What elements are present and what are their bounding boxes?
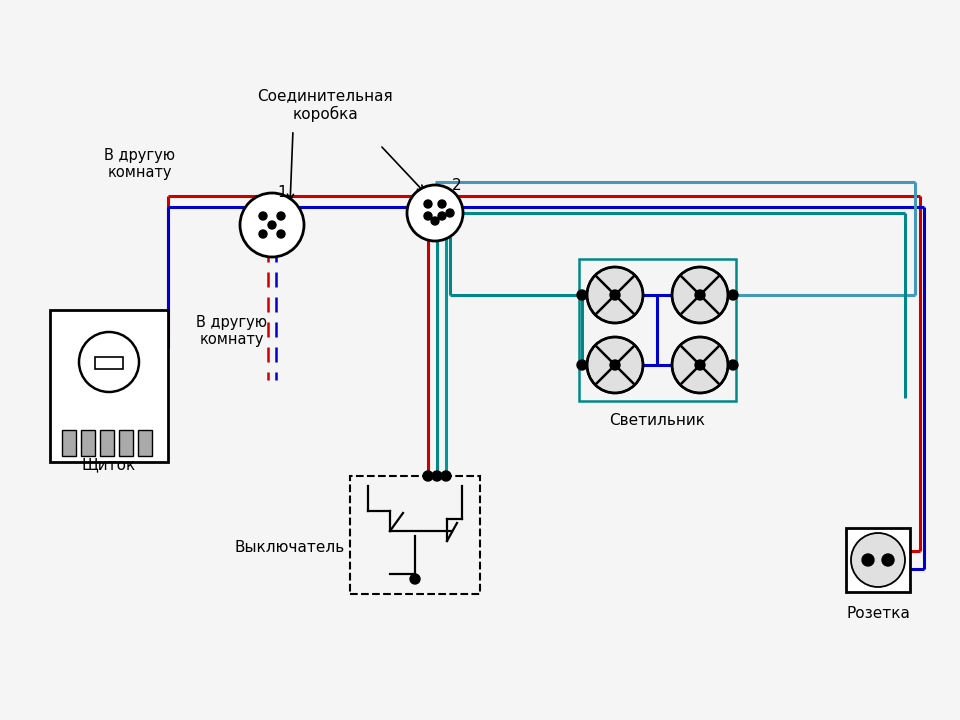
Circle shape	[432, 471, 442, 481]
Bar	[100, 430, 114, 456]
Bar	[95, 357, 123, 369]
Circle shape	[577, 290, 587, 300]
Circle shape	[438, 200, 446, 208]
Circle shape	[446, 209, 454, 217]
Bar	[50, 310, 168, 462]
Text: 1: 1	[277, 185, 287, 200]
Circle shape	[259, 230, 267, 238]
Circle shape	[728, 290, 738, 300]
Circle shape	[695, 360, 705, 370]
Circle shape	[240, 193, 304, 257]
Circle shape	[431, 217, 439, 225]
Text: Светильник: Светильник	[609, 413, 705, 428]
Bar	[81, 430, 95, 456]
Circle shape	[695, 290, 705, 300]
Circle shape	[862, 554, 874, 566]
Text: Соединительная
коробка: Соединительная коробка	[257, 88, 393, 122]
Circle shape	[277, 212, 285, 220]
Circle shape	[407, 185, 463, 241]
Circle shape	[672, 337, 728, 393]
Circle shape	[882, 554, 894, 566]
Bar	[62, 430, 76, 456]
Text: Розетка: Розетка	[846, 606, 910, 621]
Circle shape	[587, 337, 643, 393]
Circle shape	[577, 360, 587, 370]
Circle shape	[424, 212, 432, 220]
Circle shape	[587, 267, 643, 323]
Circle shape	[610, 360, 620, 370]
Circle shape	[259, 212, 267, 220]
Circle shape	[410, 574, 420, 584]
Text: Щиток: Щиток	[82, 457, 136, 472]
Bar	[579, 259, 736, 401]
Circle shape	[610, 290, 620, 300]
Circle shape	[851, 533, 905, 587]
Text: В другую
комнату: В другую комнату	[197, 315, 268, 347]
Bar	[119, 430, 133, 456]
Circle shape	[423, 471, 433, 481]
Circle shape	[728, 360, 738, 370]
Circle shape	[438, 212, 446, 220]
Circle shape	[424, 200, 432, 208]
Bar	[138, 430, 152, 456]
Bar	[846, 528, 910, 592]
Text: Выключатель: Выключатель	[235, 539, 345, 554]
Circle shape	[672, 267, 728, 323]
Text: 2: 2	[452, 178, 462, 193]
Circle shape	[268, 221, 276, 229]
Circle shape	[441, 471, 451, 481]
Circle shape	[79, 332, 139, 392]
Bar	[350, 476, 480, 594]
Text: В другую
комнату: В другую комнату	[105, 148, 176, 181]
Circle shape	[277, 230, 285, 238]
